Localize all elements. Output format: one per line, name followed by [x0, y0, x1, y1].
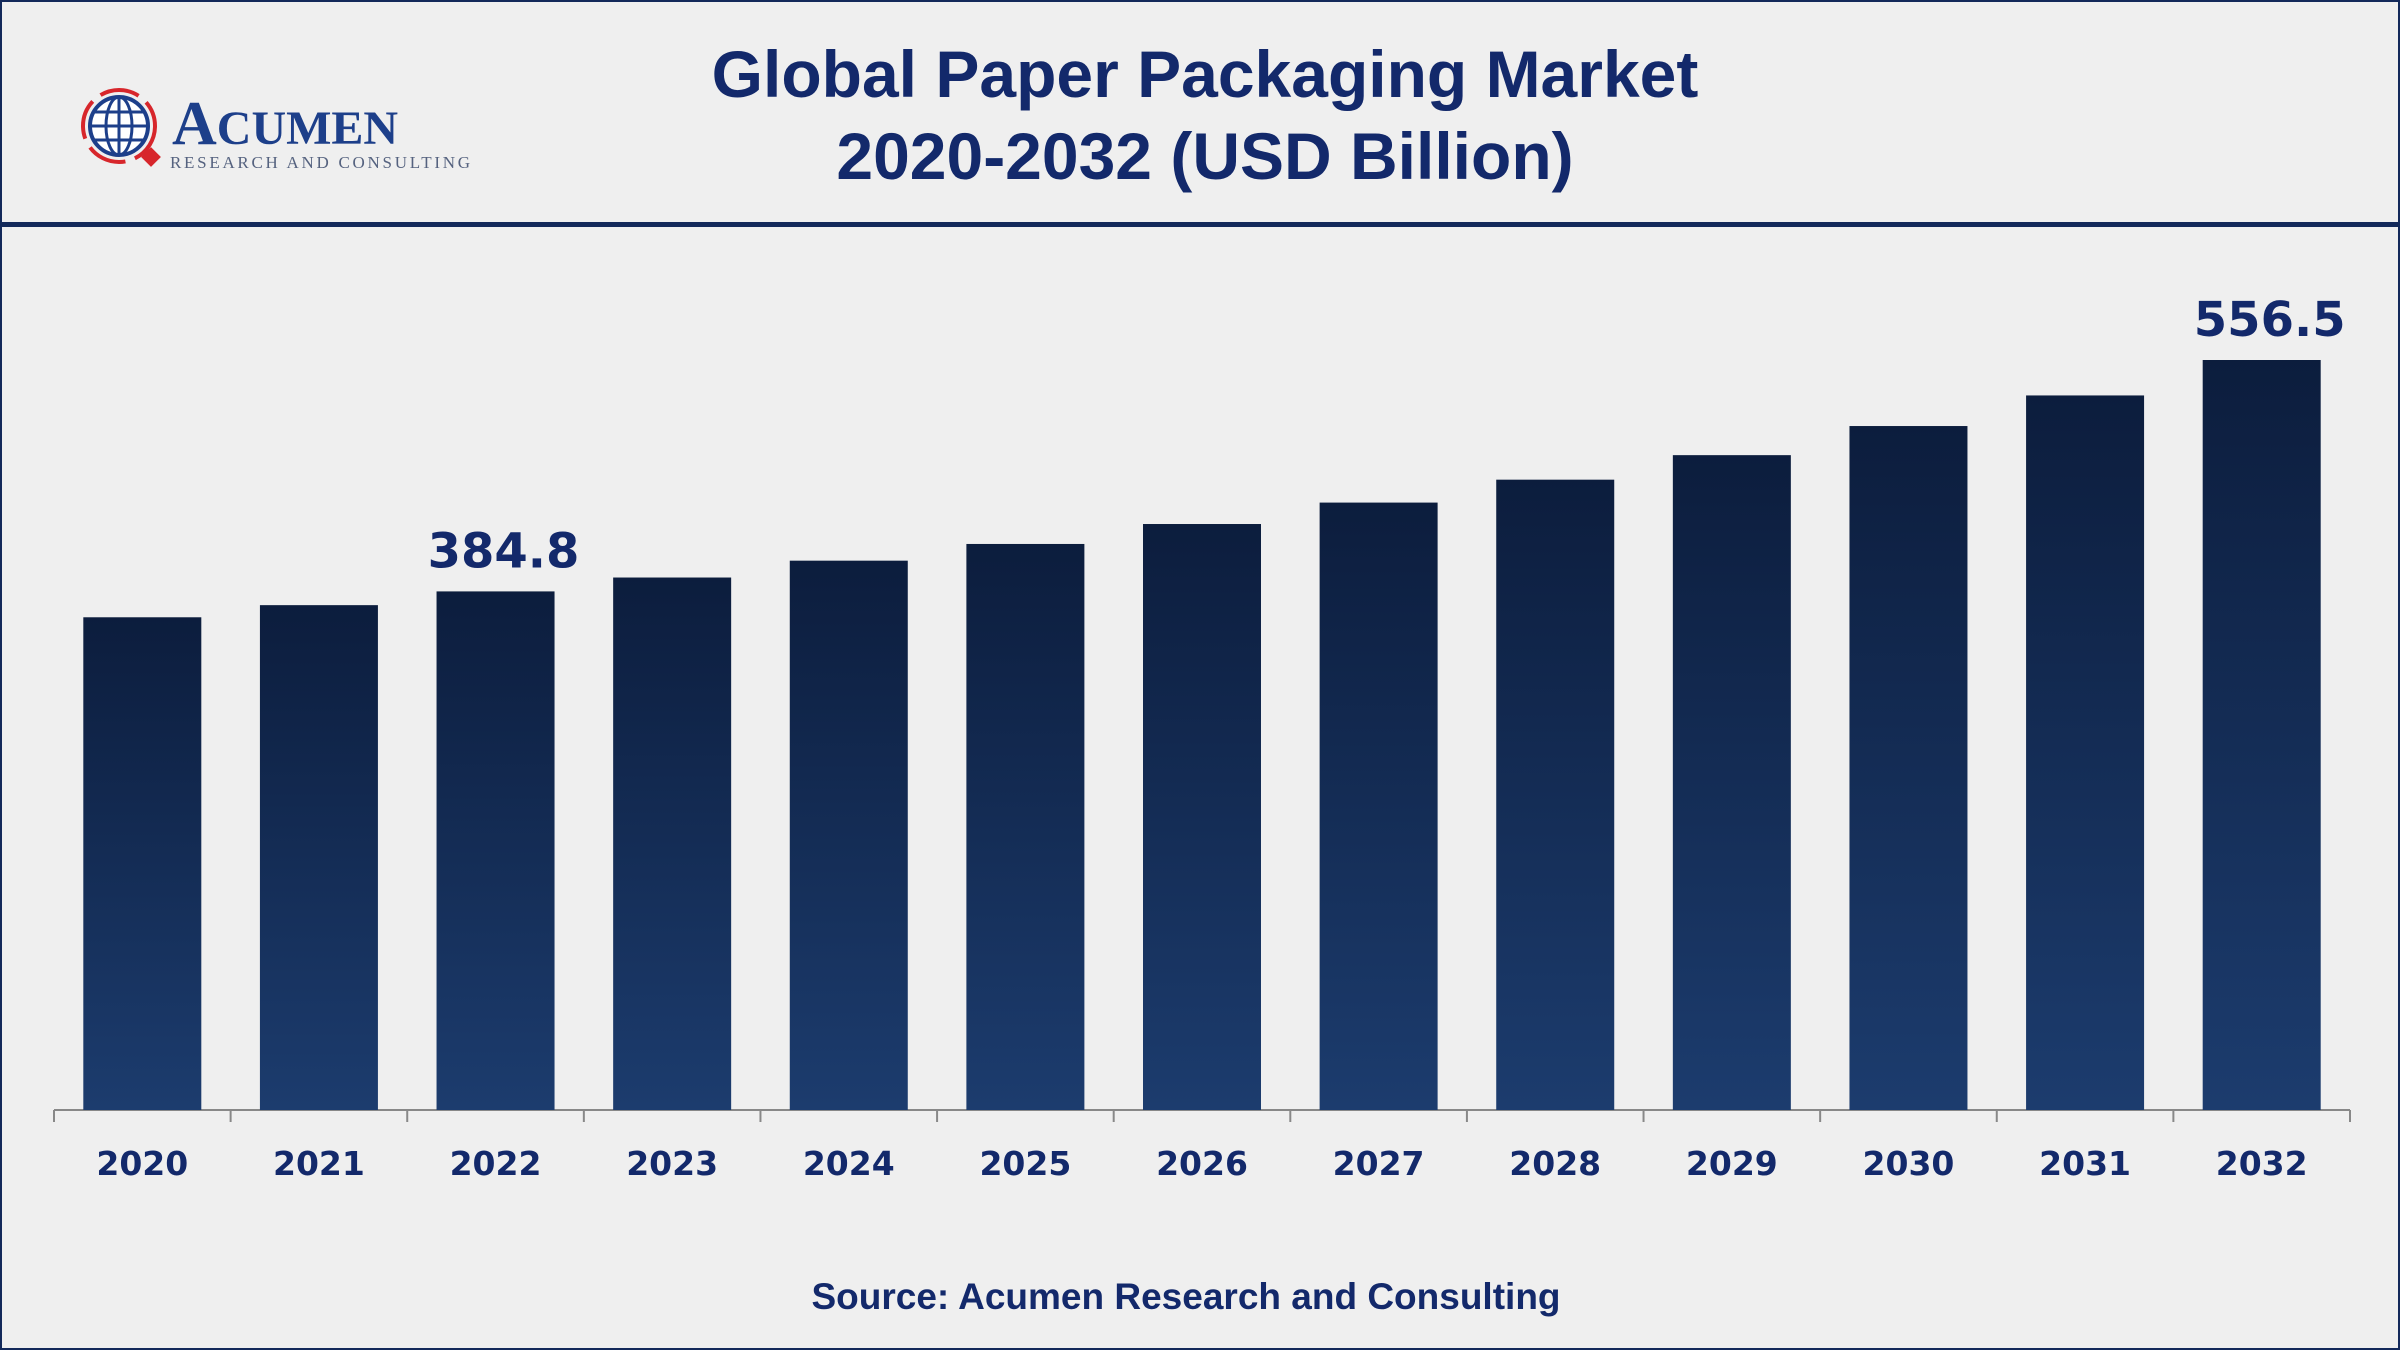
x-tick-label: 2025 — [979, 1144, 1071, 1183]
x-tick-label: 2029 — [1686, 1144, 1778, 1183]
x-tick-label: 2022 — [450, 1144, 542, 1183]
x-tick-label: 2021 — [273, 1144, 365, 1183]
x-tick-label: 2030 — [1863, 1144, 1955, 1183]
bar-2029 — [1672, 455, 1791, 1110]
x-tick-label: 2027 — [1333, 1144, 1425, 1183]
chart-title-line1: Global Paper Packaging Market — [711, 37, 1699, 111]
svg-text:ACUMEN: ACUMEN — [172, 90, 398, 158]
bar-2032 — [2202, 360, 2321, 1110]
bar-2031 — [2026, 395, 2145, 1111]
bar-2022 — [436, 591, 555, 1110]
x-tick-label: 2024 — [803, 1144, 895, 1183]
bar-2026 — [1143, 524, 1261, 1110]
data-label-2022: 384.8 — [428, 523, 580, 579]
header-divider — [0, 222, 2400, 227]
bar-2027 — [1319, 502, 1438, 1110]
source-note: Source: Acumen Research and Consulting — [811, 1276, 1561, 1317]
bar-2025 — [966, 543, 1085, 1110]
bar-2028 — [1496, 479, 1615, 1111]
x-tick-label: 2031 — [2039, 1144, 2131, 1183]
bar-2020 — [83, 617, 202, 1110]
x-tick-label: 2028 — [1509, 1144, 1601, 1183]
data-label-2032: 556.5 — [2194, 292, 2346, 348]
bar-2030 — [1849, 426, 1968, 1111]
x-tick-label: 2023 — [626, 1144, 718, 1183]
x-tick-label: 2020 — [96, 1144, 188, 1183]
bar-2023 — [613, 577, 732, 1110]
x-tick-label: 2026 — [1156, 1144, 1248, 1183]
svg-text:RESEARCH AND CONSULTING: RESEARCH AND CONSULTING — [170, 153, 470, 172]
acumen-logo: ACUMEN RESEARCH AND CONSULTING — [81, 88, 470, 172]
bar-2024 — [789, 560, 908, 1110]
x-tick-label: 2032 — [2216, 1144, 2308, 1183]
bar-2021 — [259, 605, 378, 1110]
chart-title-line2: 2020-2032 (USD Billion) — [836, 119, 1574, 193]
